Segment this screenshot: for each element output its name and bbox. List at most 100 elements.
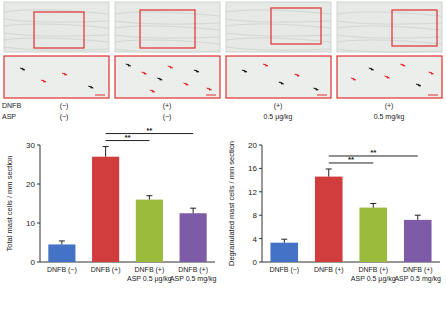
line: DNFB (+) [314, 266, 344, 274]
tick-label: 10 [26, 219, 35, 228]
line: ASP 0.5 mg/kg [394, 275, 441, 283]
zoom-panel [226, 56, 331, 98]
zoom-panel [337, 56, 442, 98]
scale-bar [317, 95, 327, 96]
arrow [400, 64, 405, 66]
line: DNFB (+) [91, 266, 121, 274]
tick-label: 0 [253, 258, 258, 267]
zoom-panel [115, 56, 220, 98]
arrow [157, 78, 162, 80]
arrow [351, 78, 356, 80]
micrograph [4, 2, 109, 52]
bar [315, 177, 343, 262]
category-label: DNFB (+)ASP 0.5 mg/kg [170, 266, 217, 283]
arrow [88, 86, 93, 88]
texture [4, 24, 109, 28]
line: DNFB (+) [358, 266, 388, 274]
error-bar [326, 169, 332, 177]
tick [37, 145, 40, 146]
texture [226, 19, 331, 22]
significance-label: ** [370, 148, 377, 157]
bars [48, 147, 206, 262]
micrograph [337, 2, 442, 52]
texture [226, 38, 331, 42]
arrow-head [244, 70, 247, 73]
arrow-head [265, 64, 268, 67]
arrow-head [186, 83, 189, 86]
line: DNFB (+) [178, 266, 208, 274]
tick-label: 20 [26, 180, 35, 189]
tick [259, 215, 262, 216]
figure: DNFB(−)(+)(+)(+)ASP(−)(−)0.5 μg/kg0.5 mg… [0, 0, 446, 318]
tick [37, 262, 40, 263]
tick [259, 145, 262, 146]
significance-label: ** [146, 126, 153, 135]
arrow-head [43, 80, 46, 83]
tick-label: 16 [248, 164, 257, 173]
arrow [207, 88, 212, 90]
category-label: DNFB (−) [47, 266, 77, 274]
arrow [126, 64, 131, 66]
bar [404, 220, 432, 262]
line: ASP 0.5 μg/kg [127, 275, 172, 283]
roi-box [392, 10, 437, 46]
arrow-head [90, 86, 93, 89]
arrow [142, 72, 147, 74]
arrow-head [418, 84, 421, 87]
texture [226, 47, 331, 50]
arrow-head [387, 76, 390, 79]
texture [337, 40, 442, 44]
tick [259, 168, 262, 169]
scale-bar [95, 95, 105, 96]
arrow [20, 68, 25, 70]
arrow-head [402, 64, 405, 67]
texture [337, 12, 442, 16]
tick [37, 184, 40, 185]
condition: (+) [163, 102, 172, 110]
bar [359, 208, 387, 262]
arrow [369, 68, 374, 70]
line: ASP 0.5 mg/kg [170, 275, 217, 283]
bar [270, 243, 298, 262]
arrow [279, 82, 284, 84]
tick-label: 8 [253, 211, 258, 220]
texture [226, 24, 331, 28]
tick-label: 20 [248, 141, 257, 150]
texture [337, 35, 442, 38]
row-label: ASP [2, 113, 16, 120]
texture [226, 10, 331, 14]
bar [136, 200, 163, 262]
arrow [62, 73, 67, 75]
roi-box [140, 10, 195, 48]
arrow [263, 64, 268, 66]
texture [337, 49, 442, 52]
y-axis-label: Degranulated mast cells / mm section [227, 141, 236, 266]
arrow [194, 70, 199, 72]
texture [337, 26, 442, 30]
arrow-head [281, 82, 284, 85]
line: DNFB (+) [135, 266, 165, 274]
scale-bar [428, 95, 438, 96]
arrow-head [152, 90, 155, 93]
category-label: DNFB (+)ASP 0.5 μg/kg [351, 266, 396, 283]
arrow-head [64, 73, 67, 76]
arrow-head [159, 78, 162, 81]
condition: (−) [60, 102, 69, 110]
bar [92, 157, 119, 262]
line: DNFB (−) [269, 266, 299, 274]
condition: (+) [274, 102, 283, 110]
micrograph [115, 2, 220, 52]
roi-box [34, 12, 84, 48]
arrow-head [144, 72, 147, 75]
arrow-head [170, 66, 173, 69]
texture [4, 38, 109, 42]
y-axis-label: Total mast cells / mm section [5, 156, 14, 252]
tick-label: 30 [26, 141, 35, 150]
texture [337, 21, 442, 24]
tick [37, 223, 40, 224]
roi-box [271, 8, 321, 44]
error-bar [103, 147, 109, 157]
condition: 0.5 mg/kg [374, 113, 405, 121]
category-label: DNFB (+)ASP 0.5 μg/kg [127, 266, 172, 283]
texture [115, 26, 220, 30]
